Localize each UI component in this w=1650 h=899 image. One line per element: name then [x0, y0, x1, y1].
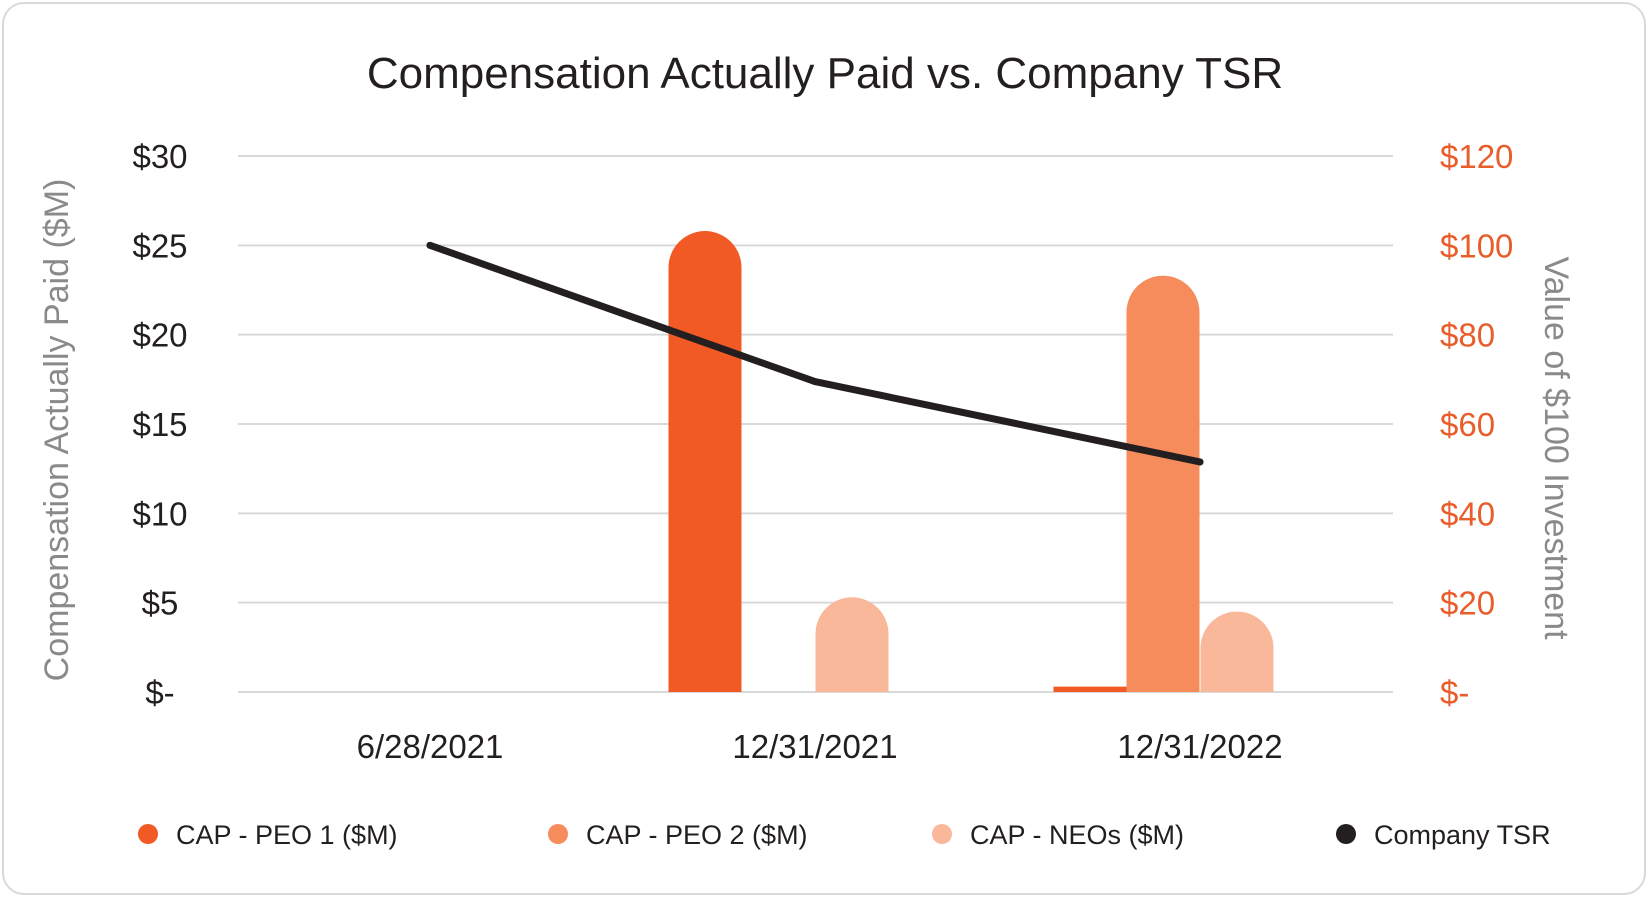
right-axis-ticks: $- $20 $40 $60 $80 $100 $120 — [1440, 138, 1513, 711]
right-tick-label: $80 — [1440, 317, 1495, 354]
x-tick-label: 12/31/2021 — [732, 728, 897, 765]
x-axis-ticks: 6/28/2021 12/31/2021 12/31/2022 — [357, 728, 1283, 765]
right-tick-label: $100 — [1440, 227, 1513, 264]
legend: CAP - PEO 1 ($M) CAP - PEO 2 ($M) CAP - NE… — [138, 820, 1551, 850]
legend-marker — [548, 824, 568, 844]
left-tick-label: $15 — [132, 406, 187, 443]
left-tick-label: $25 — [132, 227, 187, 264]
right-tick-label: $40 — [1440, 495, 1495, 532]
bar-cap-peo-2-m — [1126, 275, 1200, 692]
bar-cap-peo-1-m — [1053, 686, 1127, 692]
left-tick-label: $20 — [132, 317, 187, 354]
left-tick-label: $10 — [132, 495, 187, 532]
left-axis-label: Compensation Actually Paid ($M) — [38, 179, 76, 682]
left-axis-ticks: $- $5 $10 $15 $20 $25 $30 — [132, 138, 187, 711]
legend-marker — [1336, 824, 1356, 844]
legend-marker — [138, 824, 158, 844]
legend-label: CAP - PEO 1 ($M) — [176, 820, 398, 850]
legend-label: CAP - PEO 2 ($M) — [586, 820, 808, 850]
left-tick-label: $30 — [132, 138, 187, 175]
company-tsr-line — [426, 241, 1204, 466]
right-tick-label: $20 — [1440, 585, 1495, 622]
bar-cap-neos-m — [815, 597, 889, 692]
legend-label: CAP - NEOs ($M) — [970, 820, 1184, 850]
right-tick-label: $- — [1440, 674, 1469, 711]
legend-label: Company TSR — [1374, 820, 1551, 850]
left-tick-label: $5 — [142, 585, 179, 622]
legend-marker — [932, 824, 952, 844]
left-tick-label: $- — [145, 674, 174, 711]
chart-title: Compensation Actually Paid vs. Company T… — [367, 49, 1283, 98]
x-tick-label: 6/28/2021 — [357, 728, 504, 765]
x-tick-label: 12/31/2022 — [1117, 728, 1282, 765]
gridlines — [238, 155, 1393, 693]
bar-cap-peo-1-m — [668, 231, 742, 692]
company-tsr-point — [811, 378, 819, 386]
company-tsr-point — [426, 241, 434, 249]
right-axis-label: Value of $100 Investment — [1537, 256, 1575, 640]
right-tick-label: $120 — [1440, 138, 1513, 175]
right-tick-label: $60 — [1440, 406, 1495, 443]
tsr-line — [426, 241, 1204, 466]
bar-cap-neos-m — [1200, 611, 1274, 692]
company-tsr-point — [1196, 458, 1204, 466]
